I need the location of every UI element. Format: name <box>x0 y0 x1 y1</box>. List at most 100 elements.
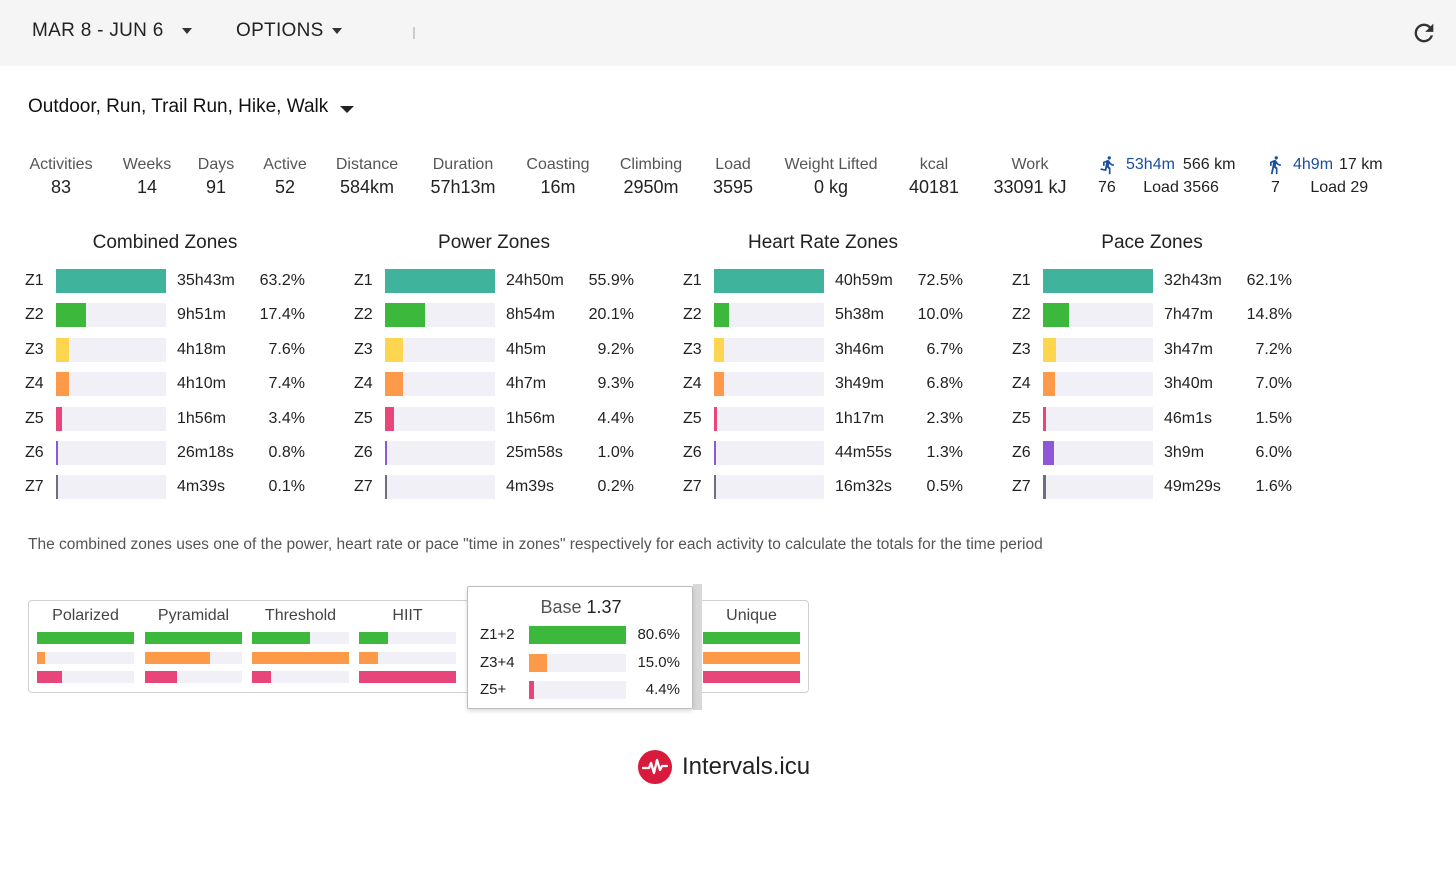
tooltip-row: Z3+4 15.0% <box>480 653 690 672</box>
zone-time: 1h56m <box>506 409 555 427</box>
zone-label: Z5 <box>1012 409 1031 427</box>
distribution-bar-fill <box>703 652 800 664</box>
zone-row: Z7 49m29s 1.6% <box>1012 475 1332 500</box>
zone-label: Z2 <box>354 306 373 324</box>
zone-time: 4h5m <box>506 340 547 358</box>
footer-brand[interactable]: Intervals.icu <box>638 750 810 784</box>
zone-bar-fill <box>1043 372 1055 397</box>
zone-row: Z5 1h56m 3.4% <box>25 406 345 431</box>
zone-label: Z1 <box>1012 272 1031 289</box>
zone-bar-fill <box>1043 441 1054 465</box>
zone-bar-fill <box>56 303 86 328</box>
stat-distance: Distance 584km <box>307 156 427 198</box>
tooltip-bar-track <box>529 681 626 699</box>
zone-percent: 0.2% <box>597 478 634 496</box>
refresh-icon[interactable] <box>1410 19 1438 47</box>
zone-percent: 9.3% <box>597 375 634 393</box>
stat-value: 91 <box>205 177 227 197</box>
zone-time: 7h47m <box>1164 306 1213 324</box>
zone-table-title: Power Zones <box>438 232 550 253</box>
distribution-unique[interactable]: Unique <box>703 601 800 683</box>
stat-value: 57h13m <box>430 177 496 197</box>
zone-bar-track <box>1043 372 1153 397</box>
zone-bar-fill <box>1043 269 1153 293</box>
zone-row: Z3 4h5m 9.2% <box>354 337 674 362</box>
zone-table-title: Combined Zones <box>92 232 238 253</box>
zone-label: Z3 <box>354 340 373 358</box>
zone-label: Z7 <box>354 478 373 496</box>
zone-bar-track <box>1043 337 1153 362</box>
distribution-label: HIIT <box>392 607 423 624</box>
distribution-bar-fill <box>703 671 800 683</box>
distribution-bar-fill <box>252 671 271 683</box>
tooltip-bar-track <box>529 653 626 672</box>
zone-bar-track <box>56 337 166 362</box>
zone-percent: 9.2% <box>597 340 634 358</box>
zone-row: Z2 5h38m 10.0% <box>683 303 1003 328</box>
zone-time: 5h38m <box>835 306 884 324</box>
zone-time: 24h50m <box>506 272 564 289</box>
stat-kcal: kcal 40181 <box>874 156 994 198</box>
distribution-bar-track <box>252 632 349 644</box>
distribution-threshold[interactable]: Threshold <box>252 601 349 683</box>
distribution-bar-fill <box>145 652 210 664</box>
stat-active: Active 52 <box>225 156 345 198</box>
tooltip-zone-label: Z1+2 <box>480 626 515 643</box>
distribution-bar-fill <box>145 671 177 683</box>
distribution-bar-track <box>145 632 242 644</box>
zone-bar-fill <box>714 475 716 500</box>
distribution-bar-track <box>359 652 456 664</box>
zone-percent: 1.5% <box>1255 409 1292 427</box>
distribution-bar-track <box>37 671 134 683</box>
zone-percent: 1.3% <box>926 444 963 461</box>
stat-label: Days <box>197 156 235 173</box>
zone-time: 26m18s <box>177 444 234 461</box>
zone-bar-track <box>56 406 166 431</box>
distribution-bar-fill <box>145 632 242 644</box>
zone-bar-fill <box>56 475 58 500</box>
zone-label: Z3 <box>25 340 44 358</box>
distribution-bar-fill <box>37 652 45 664</box>
zone-time: 3h40m <box>1164 375 1213 393</box>
zone-time: 49m29s <box>1164 478 1221 496</box>
zone-row: Z5 1h56m 4.4% <box>354 406 674 431</box>
stat-weight-lifted: Weight Lifted 0 kg <box>771 156 891 198</box>
zone-label: Z5 <box>683 409 702 427</box>
zone-bar-fill <box>714 269 824 293</box>
zone-percent: 6.8% <box>926 375 963 393</box>
zone-row: Z7 4m39s 0.1% <box>25 475 345 500</box>
zone-row: Z3 4h18m 7.6% <box>25 337 345 362</box>
zone-table-title: Pace Zones <box>1101 232 1203 253</box>
stat-value: 33091 kJ <box>993 177 1067 197</box>
popup-shadow <box>693 584 702 710</box>
stat-days: Days 91 <box>156 156 276 198</box>
stat-label: Weight Lifted <box>784 156 878 173</box>
zone-bar-track <box>56 372 166 397</box>
date-range-selector[interactable]: MAR 8 - JUN 6 <box>32 20 192 42</box>
sport-filter-dropdown[interactable]: Outdoor, Run, Trail Run, Hike, Walk <box>28 96 355 118</box>
zone-label: Z7 <box>25 478 44 496</box>
distribution-pyramidal[interactable]: Pyramidal <box>145 601 242 683</box>
zone-percent: 7.0% <box>1255 375 1292 393</box>
zone-time: 16m32s <box>835 478 892 496</box>
distribution-hiit[interactable]: HIIT <box>359 601 456 683</box>
zone-row: Z6 3h9m 6.0% <box>1012 441 1332 465</box>
zone-label: Z6 <box>683 444 702 461</box>
zone-label: Z6 <box>1012 444 1031 461</box>
zone-percent: 72.5% <box>917 272 963 289</box>
zone-row: Z5 1h17m 2.3% <box>683 406 1003 431</box>
stat-label: Coasting <box>526 156 590 173</box>
zone-bar-fill <box>56 406 62 431</box>
zone-row: Z2 9h51m 17.4% <box>25 303 345 328</box>
options-menu-button[interactable]: OPTIONS <box>236 20 342 42</box>
zone-bar-fill <box>385 406 394 431</box>
tooltip-bar-track <box>529 626 626 644</box>
stat-value: 584km <box>339 177 395 197</box>
zone-bar-fill <box>385 337 403 362</box>
distribution-bar-fill <box>252 652 349 664</box>
zone-bar-track <box>385 441 495 465</box>
tooltip-percent: 4.4% <box>645 681 680 698</box>
zone-time: 8h54m <box>506 306 555 324</box>
walk-summary: 4h9m 17 km 7 Load 29 <box>1265 155 1383 197</box>
distribution-polarized[interactable]: Polarized <box>37 601 134 683</box>
